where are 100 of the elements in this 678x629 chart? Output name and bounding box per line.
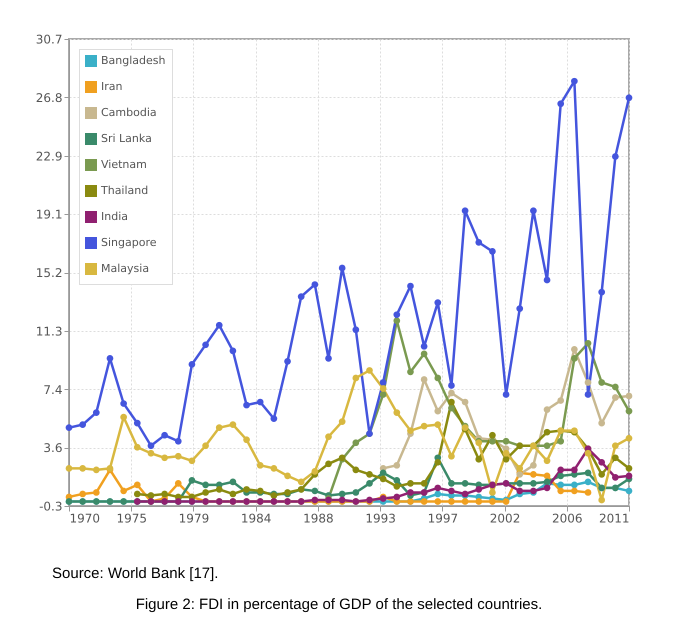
y-tick-label: 3.6 [43, 441, 62, 456]
point [626, 472, 632, 480]
point [148, 442, 154, 450]
point [202, 489, 209, 496]
point [312, 468, 318, 475]
point [434, 374, 442, 382]
caption: Figure 2: FDI in percentage of GDP of the selected countries. [134, 596, 544, 613]
point [612, 384, 619, 390]
point [448, 488, 455, 494]
x-tick-label: 1997 [428, 512, 458, 526]
y-tick-label: 30.7 [36, 32, 62, 46]
point [475, 456, 482, 463]
point [434, 490, 442, 498]
point [516, 480, 524, 487]
point [338, 418, 346, 425]
point [557, 482, 564, 488]
point [243, 486, 250, 493]
legend-label: Sri Lanka [101, 132, 152, 145]
point [462, 207, 468, 214]
point [612, 454, 619, 462]
point [202, 442, 209, 450]
point [544, 276, 550, 284]
point [352, 326, 360, 334]
point [598, 496, 606, 504]
point [352, 374, 360, 382]
point [571, 488, 578, 494]
point [174, 452, 182, 460]
point [584, 379, 592, 386]
point [352, 466, 360, 474]
point [626, 488, 632, 494]
point [626, 408, 632, 414]
point [393, 409, 400, 416]
point [366, 471, 373, 478]
point [216, 486, 223, 493]
point [598, 458, 606, 466]
point [352, 489, 360, 496]
point [530, 207, 537, 214]
point [502, 456, 510, 463]
point [79, 464, 86, 472]
point [161, 490, 168, 498]
point [284, 358, 291, 365]
point [188, 361, 196, 368]
point [612, 394, 619, 401]
x-tick-label: 1993 [365, 512, 396, 526]
point [66, 464, 72, 472]
point [626, 94, 632, 102]
point [407, 282, 414, 290]
point [380, 470, 386, 476]
point [544, 457, 550, 464]
point [420, 376, 428, 383]
point [380, 476, 386, 482]
point [393, 483, 400, 490]
point [571, 355, 578, 362]
point [557, 488, 564, 494]
point [434, 458, 442, 466]
point [584, 450, 592, 457]
point [448, 498, 455, 505]
point [530, 480, 537, 487]
point [584, 340, 592, 347]
point [584, 489, 592, 496]
point [148, 450, 154, 457]
point [475, 486, 482, 493]
point [106, 355, 114, 362]
point [434, 408, 442, 414]
point [393, 317, 400, 324]
point [598, 379, 606, 386]
x-tick-label: 1970 [70, 512, 100, 526]
point [312, 488, 318, 494]
point [92, 466, 100, 474]
point [475, 498, 482, 505]
x-tick-label: 1984 [240, 512, 272, 526]
legend-label: India [101, 210, 128, 223]
point [230, 490, 236, 498]
point [571, 466, 578, 474]
point [420, 342, 428, 350]
point [366, 480, 373, 487]
legend-label: Malaysia [101, 262, 150, 275]
point [598, 471, 606, 478]
point [544, 472, 550, 480]
point [475, 239, 482, 246]
point [270, 464, 278, 472]
point [612, 442, 619, 450]
point [530, 471, 537, 478]
point [462, 498, 468, 505]
point [216, 322, 223, 329]
legend-label: Cambodia [101, 106, 157, 119]
legend-label: Vietnam [101, 158, 147, 171]
point [420, 422, 428, 430]
point [571, 482, 578, 488]
x-tick-label: 2011 [598, 512, 630, 526]
point [338, 490, 346, 498]
point [134, 482, 141, 488]
point [516, 488, 524, 494]
point [612, 153, 619, 160]
point [312, 281, 318, 288]
point [434, 421, 442, 428]
point [270, 415, 278, 422]
point [584, 470, 592, 476]
point [202, 341, 209, 348]
point [489, 498, 496, 505]
